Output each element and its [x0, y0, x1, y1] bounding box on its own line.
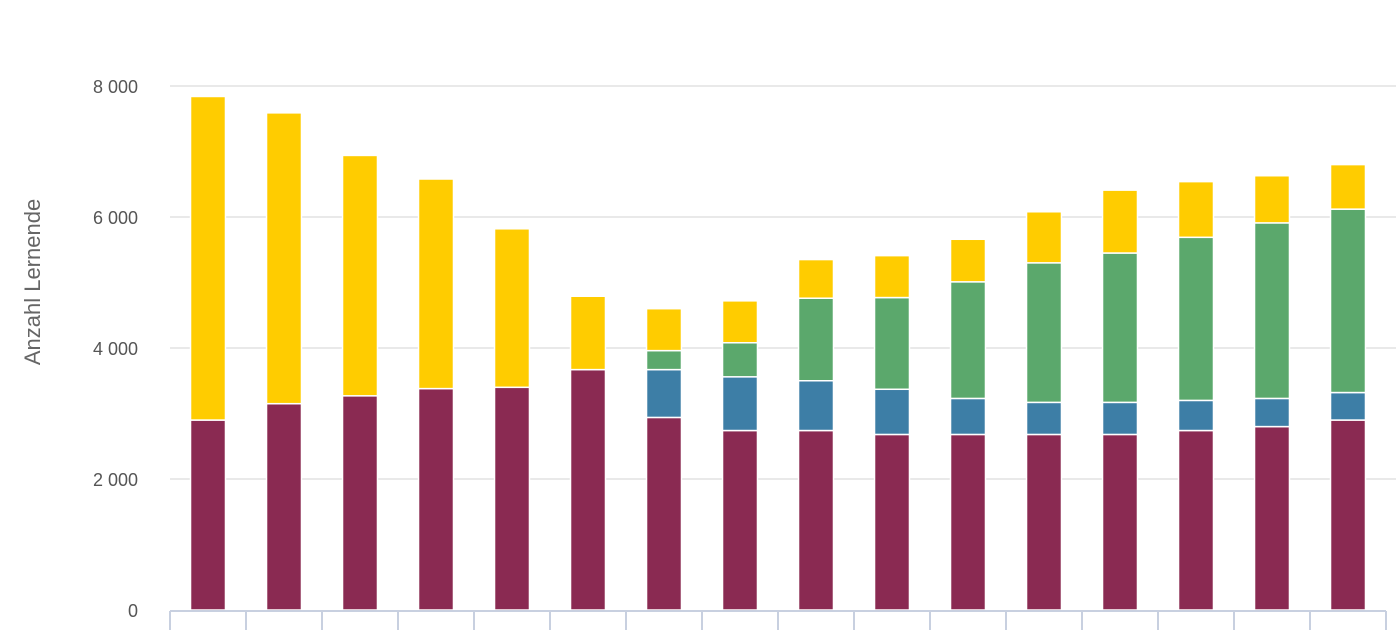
bar-segment[interactable] [1025, 433, 1063, 611]
bar-segment[interactable] [1025, 262, 1063, 404]
bar-segment[interactable] [721, 342, 759, 378]
bar-segment[interactable] [797, 380, 835, 432]
bar-segment[interactable] [341, 154, 379, 397]
bar-segment[interactable] [1177, 429, 1215, 611]
y-tick-label: 8 000 [93, 77, 138, 97]
bar-segment[interactable] [493, 228, 531, 389]
bar-segment[interactable] [873, 296, 911, 391]
bar-segment[interactable] [1253, 425, 1291, 611]
y-axis-title: Anzahl Lernende [20, 199, 45, 365]
bar-segment[interactable] [1329, 163, 1367, 210]
bar-segment[interactable] [949, 281, 987, 400]
bar-segment[interactable] [873, 433, 911, 611]
bar-segment[interactable] [1329, 208, 1367, 394]
bar-segment[interactable] [189, 419, 227, 611]
bar-segment[interactable] [417, 178, 455, 390]
y-tick-label: 6 000 [93, 208, 138, 228]
y-tick-label: 4 000 [93, 339, 138, 359]
bar-segment[interactable] [1025, 401, 1063, 436]
bar-segment[interactable] [1101, 252, 1139, 404]
bar-segment[interactable] [949, 238, 987, 283]
bar-segment[interactable] [1253, 222, 1291, 400]
bar-segment[interactable] [1253, 397, 1291, 428]
bar-segment[interactable] [797, 297, 835, 382]
bar-segment[interactable] [797, 429, 835, 611]
bar-segment[interactable] [265, 402, 303, 611]
bar-segment[interactable] [645, 416, 683, 611]
bar-segment[interactable] [949, 433, 987, 611]
bar-segment[interactable] [1177, 399, 1215, 432]
y-tick-label: 2 000 [93, 470, 138, 490]
bar-segment[interactable] [569, 368, 607, 611]
bar-segment[interactable] [189, 95, 227, 421]
bar-layer [189, 95, 1367, 611]
bar-segment[interactable] [873, 254, 911, 299]
y-tick-label: 0 [128, 601, 138, 621]
bar-segment[interactable] [1329, 391, 1367, 421]
bar-segment[interactable] [1101, 189, 1139, 254]
axis-layer: 0 2 000 4 000 6 000 8 000 [93, 77, 1387, 630]
bar-segment[interactable] [645, 368, 683, 419]
bar-segment[interactable] [949, 397, 987, 436]
bar-segment[interactable] [1329, 419, 1367, 611]
bar-segment[interactable] [417, 387, 455, 611]
bar-segment[interactable] [1025, 211, 1063, 264]
bar-segment[interactable] [873, 388, 911, 436]
bar-segment[interactable] [797, 258, 835, 299]
bar-segment[interactable] [1101, 433, 1139, 611]
bar-segment[interactable] [645, 349, 683, 371]
bar-segment[interactable] [341, 395, 379, 611]
bar-segment[interactable] [1253, 174, 1291, 224]
bar-segment[interactable] [645, 307, 683, 352]
bar-segment[interactable] [1101, 401, 1139, 436]
bar-segment[interactable] [265, 112, 303, 405]
bar-segment[interactable] [721, 429, 759, 611]
bar-segment[interactable] [721, 376, 759, 432]
bar-segment[interactable] [569, 295, 607, 371]
bar-segment[interactable] [1177, 180, 1215, 239]
bar-segment[interactable] [493, 386, 531, 611]
bar-segment[interactable] [1177, 236, 1215, 402]
bar-segment[interactable] [721, 300, 759, 344]
